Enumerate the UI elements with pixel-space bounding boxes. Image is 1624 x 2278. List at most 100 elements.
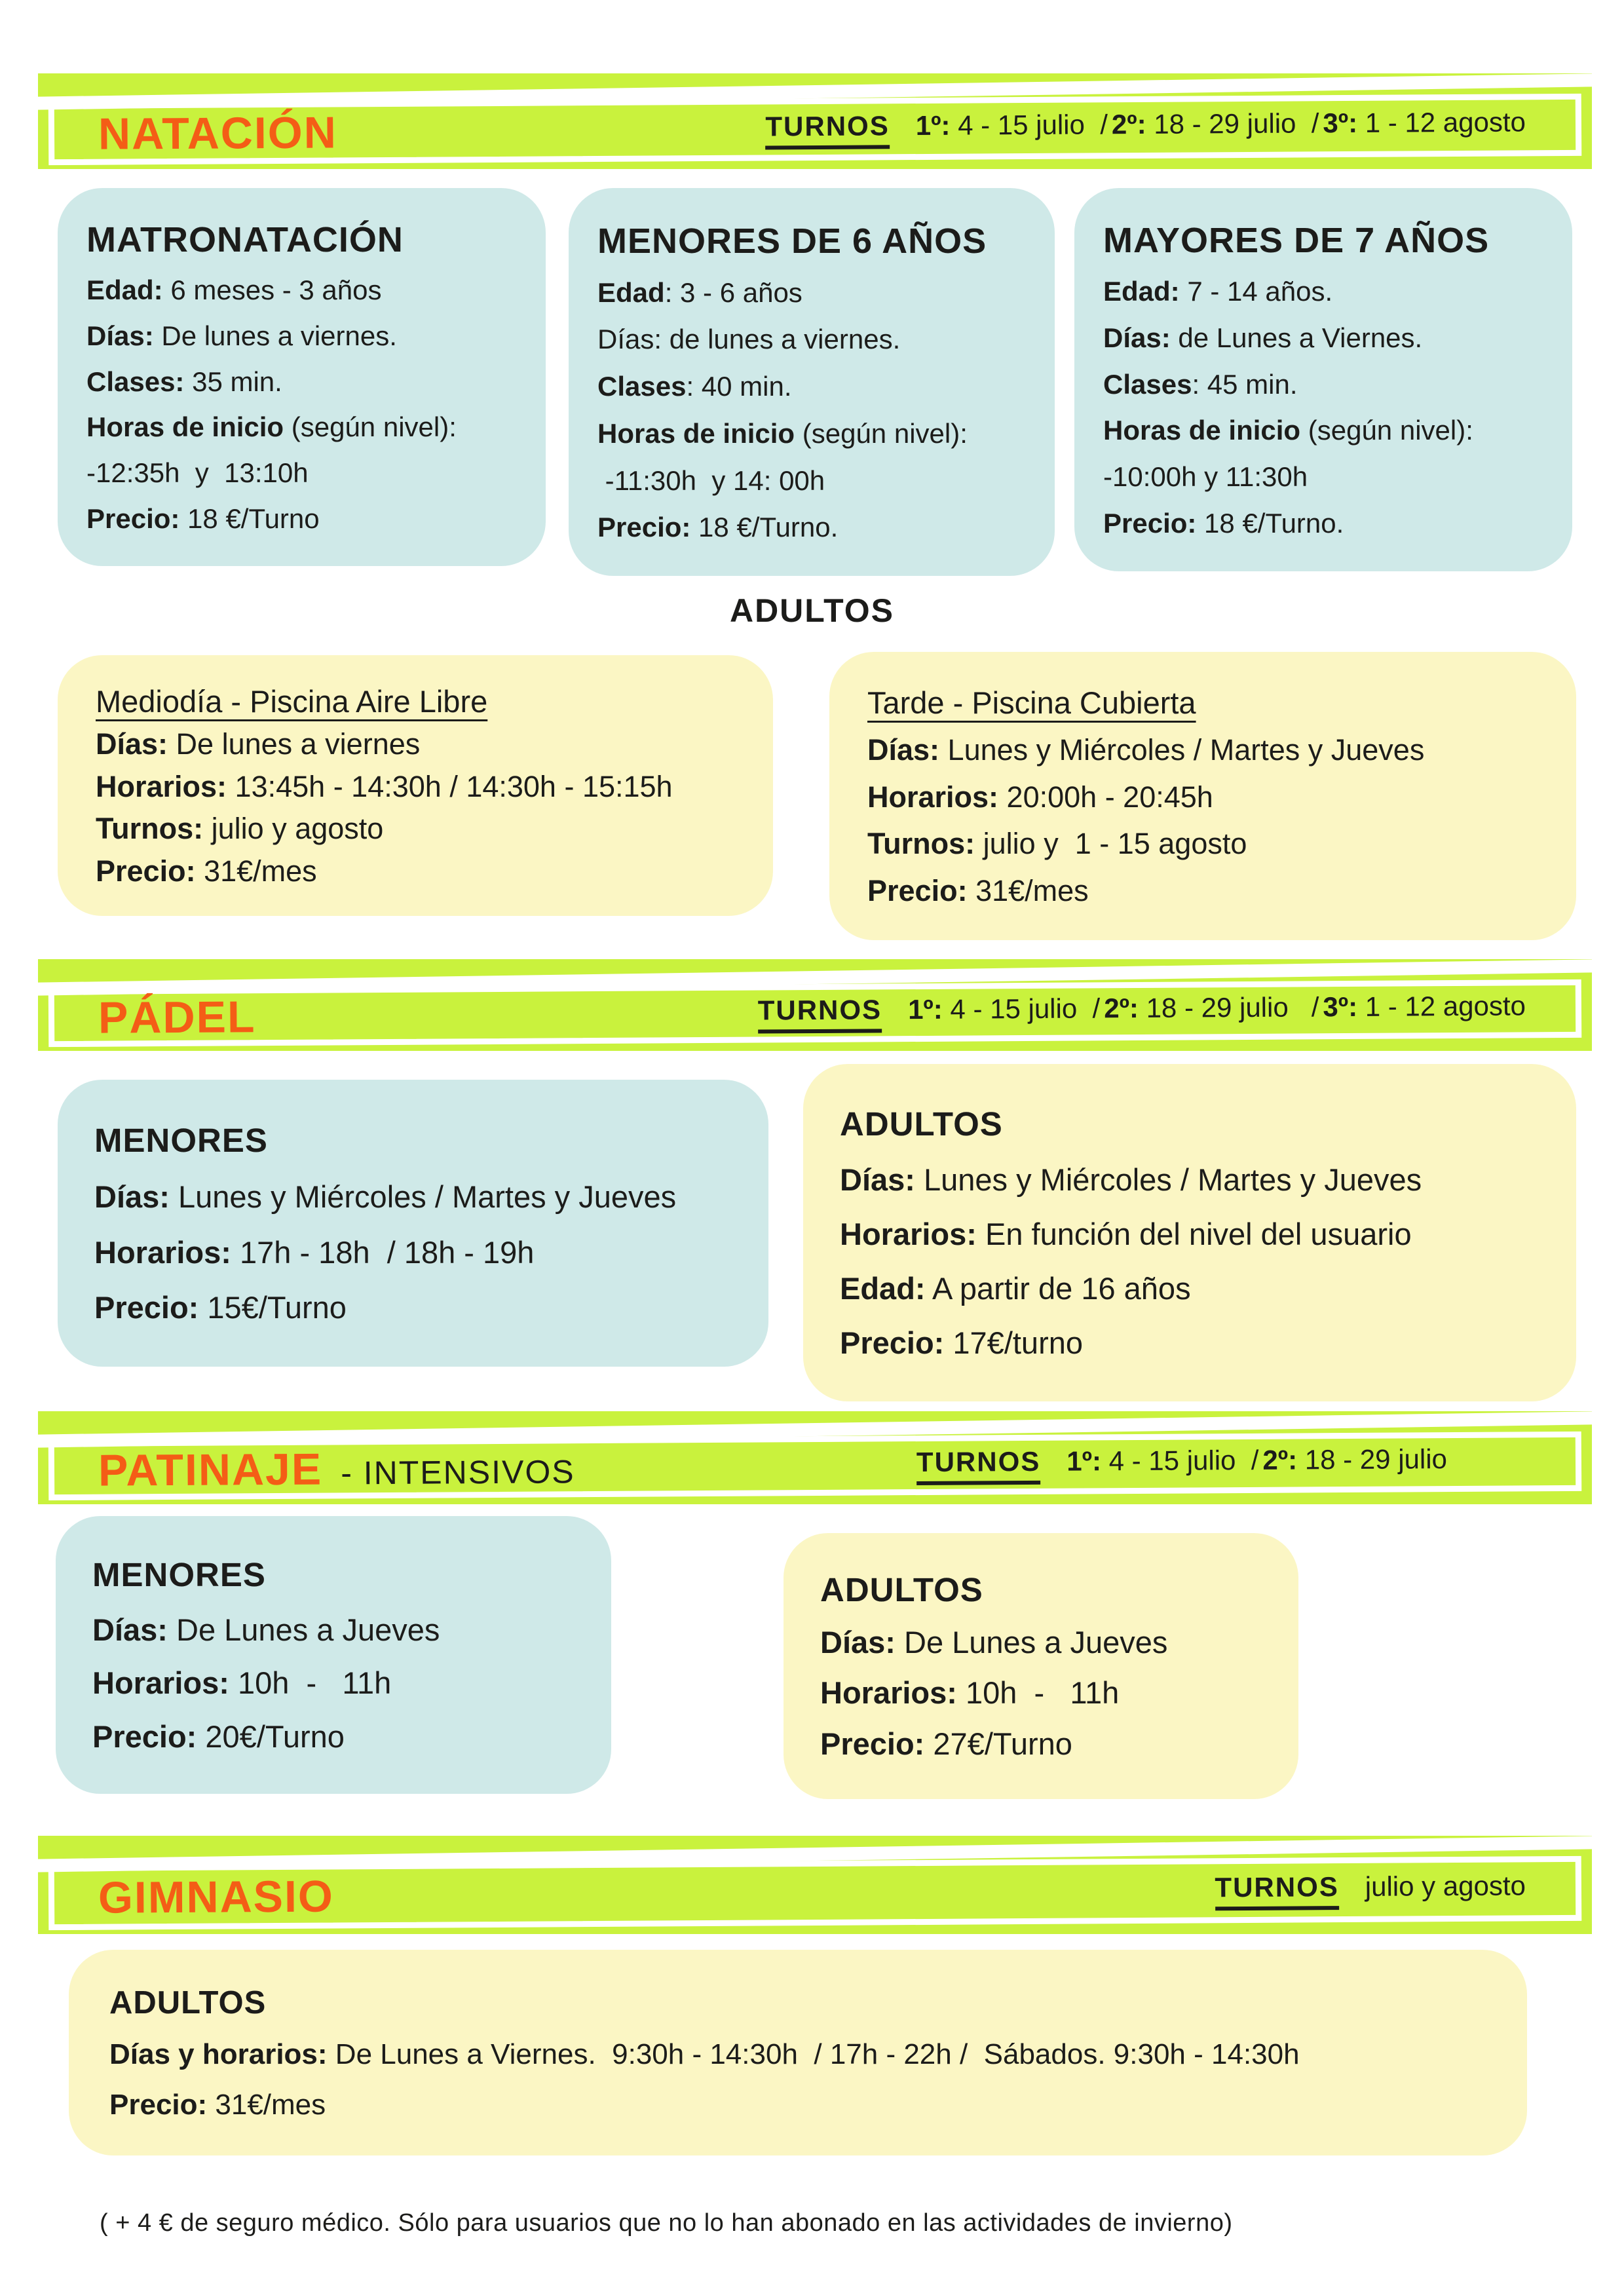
card-line-horas: Horas de inicio (según nivel): (86, 411, 517, 443)
title-group: PATINAJE - INTENSIVOS (98, 1442, 575, 1496)
line-label: Precio: (820, 1726, 925, 1762)
line-value: 17h - 18h / 18h - 19h (231, 1234, 535, 1270)
line-value: De Lunes a Jueves (167, 1612, 440, 1647)
section-title-natacion: NATACIÓN (98, 107, 338, 159)
line-label: Edad: (86, 274, 163, 305)
turno-3-dates: 1 - 12 agosto (1357, 105, 1526, 138)
line-label: Horas de inicio (1103, 415, 1301, 446)
card-line-dias: Días: De Lunes a Jueves (820, 1624, 1262, 1660)
line-label: Horas de inicio (597, 417, 795, 449)
turnos-dates: julio y agosto (1365, 1870, 1526, 1902)
line-value: 18 €/Turno (179, 503, 320, 535)
turno-3: 3º: 1 - 12 agosto (1323, 990, 1526, 1023)
card-line-precio: Precio: 31€/mes (867, 874, 1538, 908)
section-bar-natacion: NATACIÓN TURNOS 1º: 4 - 15 julio / 2º: 1… (38, 73, 1592, 169)
card-patinaje-menores: MENORES Días: De Lunes a Jueves Horarios… (56, 1516, 611, 1794)
line-value: de Lunes a Viernes. (1170, 322, 1423, 353)
card-matronatacion: MATRONATACIÓN Edad: 6 meses - 3 años Día… (58, 188, 546, 566)
title-group: GIMNASIO (98, 1870, 334, 1923)
card-heading: ADULTOS (840, 1105, 1003, 1143)
turnos-gimnasio: TURNOS julio y agosto (1215, 1870, 1530, 1910)
line-value: -11:30h y 14: 00h (597, 465, 825, 496)
line-label: Horas de inicio (86, 411, 284, 443)
line-label: Días: (867, 733, 940, 767)
card-line-dias: Días: De lunes a viernes (96, 727, 735, 761)
line-value: : 40 min. (686, 371, 792, 402)
line-label: Precio: (867, 873, 968, 907)
line-label: Horarios: (840, 1217, 977, 1251)
card-line-dias: Días: de Lunes a Viernes. (1103, 322, 1543, 354)
line-value: 35 min. (184, 366, 282, 397)
line-label: Horarios: (96, 769, 227, 803)
card-patinaje-adultos: ADULTOS Días: De Lunes a Jueves Horarios… (784, 1533, 1298, 1799)
line-label: Precio: (86, 503, 180, 535)
line-value: 20:00h - 20:45h (998, 780, 1213, 814)
turnos-label: TURNOS (1215, 1870, 1340, 1910)
adultos-center-heading: ADULTOS (729, 592, 895, 629)
card-padel-adultos: ADULTOS Días: Lunes y Miércoles / Martes… (803, 1064, 1576, 1401)
line-value: A partir de 16 años (925, 1271, 1191, 1306)
line-value: 13:45h - 14:30h / 14:30h - 15:15h (227, 769, 673, 803)
card-line-horas: Horas de inicio (según nivel): (1103, 415, 1543, 446)
line-label: Clases: (86, 366, 185, 397)
turno-2: 2º: 18 - 29 julio (1262, 1443, 1447, 1476)
turnos-label: TURNOS (765, 109, 890, 149)
card-title-underlined: Tarde - Piscina Cubierta (867, 685, 1196, 720)
card-tarde-cubierta: Tarde - Piscina Cubierta Días: Lunes y M… (829, 652, 1576, 940)
card-line-horas: Horas de inicio (según nivel): (597, 418, 1026, 449)
line-label: Edad (597, 276, 665, 308)
line-value: Días: de lunes a viernes. (597, 324, 901, 355)
turno-1-dates: 4 - 15 julio / (942, 992, 1101, 1025)
card-line-horarios: Horarios: 10h - 11h (820, 1675, 1262, 1711)
line-value: 31€/mes (207, 2088, 326, 2121)
line-value: 27€/Turno (924, 1726, 1072, 1762)
card-line-edad: Edad: 3 - 6 años (597, 277, 1026, 309)
line-label: Días: (96, 727, 168, 761)
line-label: Precio: (597, 512, 691, 543)
card-heading: ADULTOS (109, 1984, 267, 2021)
section-title-padel: PÁDEL (98, 992, 256, 1043)
card-line-precio: Precio: 31€/mes (109, 2089, 1486, 2121)
line-value: De Lunes a Jueves (895, 1624, 1168, 1660)
turno-3-ordinal: 3º: (1323, 991, 1358, 1022)
turnos-label: TURNOS (916, 1445, 1041, 1485)
line-label: Edad: (840, 1271, 926, 1306)
line-label: Días: (86, 320, 154, 351)
turno-1: 1º: 4 - 15 julio / (1067, 1444, 1258, 1477)
card-mayores-7: MAYORES DE 7 AÑOS Edad: 7 - 14 años. Día… (1074, 188, 1572, 571)
card-heading: MENORES (94, 1122, 268, 1160)
line-label: Días: (94, 1179, 170, 1215)
turno-1-ordinal: 1º: (1067, 1445, 1102, 1477)
card-line-dias: Días: Lunes y Miércoles / Martes y Jueve… (867, 733, 1538, 767)
card-line-turnos: Turnos: julio y 1 - 15 agosto (867, 827, 1538, 861)
card-line-horarios: Horarios: 20:00h - 20:45h (867, 780, 1538, 814)
turno-3: 3º: 1 - 12 agosto (1323, 106, 1526, 139)
turno-1: 1º: 4 - 15 julio / (916, 109, 1108, 142)
insurance-footnote: ( + 4 € de seguro médico. Sólo para usua… (100, 2209, 1233, 2237)
line-value: -12:35h y 13:10h (86, 457, 309, 489)
card-line-horarios: Horarios: 10h - 11h (92, 1665, 575, 1701)
turno-2: 2º: 18 - 29 julio / (1104, 991, 1319, 1024)
line-value: 10h - 11h (229, 1665, 392, 1701)
card-line-precio: Precio: 18 €/Turno (86, 503, 517, 535)
line-value: (según nivel): (284, 411, 457, 443)
line-label: Clases (597, 371, 687, 402)
card-padel-menores: MENORES Días: Lunes y Miércoles / Martes… (58, 1080, 768, 1367)
card-line-horas2: -12:35h y 13:10h (86, 457, 517, 489)
turnos-padel: TURNOS 1º: 4 - 15 julio / 2º: 18 - 29 ju… (757, 990, 1530, 1034)
line-label: Horarios: (92, 1665, 229, 1701)
card-line-clases: Clases: 45 min. (1103, 369, 1543, 400)
card-line-precio: Precio: 17€/turno (840, 1325, 1539, 1361)
turno-1-ordinal: 1º: (915, 109, 951, 141)
card-line-dias-horarios: Días y horarios: De Lunes a Viernes. 9:3… (109, 2038, 1486, 2071)
section-title-patinaje: PATINAJE (98, 1444, 323, 1496)
turnos-label: TURNOS (757, 993, 882, 1034)
line-value: 20€/Turno (197, 1718, 345, 1754)
card-line-turnos: Turnos: julio y agosto (96, 812, 735, 846)
card-line-edad: Edad: 7 - 14 años. (1103, 276, 1543, 307)
card-heading: MAYORES DE 7 AÑOS (1103, 220, 1490, 260)
line-label: Precio: (92, 1718, 197, 1754)
card-heading: MENORES (92, 1556, 266, 1594)
line-value: julio y 1 - 15 agosto (975, 827, 1247, 860)
